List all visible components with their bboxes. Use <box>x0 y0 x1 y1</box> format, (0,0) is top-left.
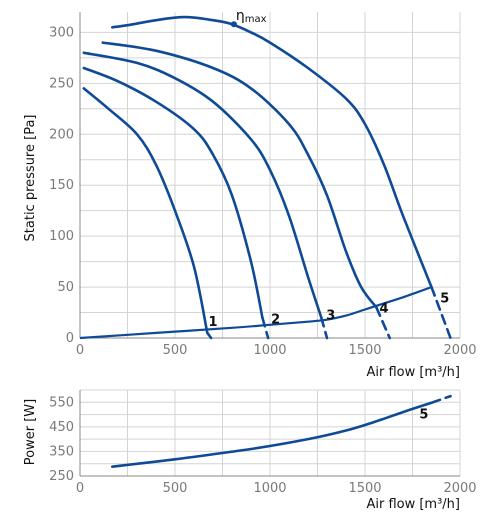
pressure-series <box>80 17 451 338</box>
x-tick-label: 0 <box>76 343 84 358</box>
curve-label-5: 5 <box>419 407 428 422</box>
y-tick-label: 150 <box>49 178 74 193</box>
x-tick-label: 0 <box>76 481 84 496</box>
x-tick-label: 500 <box>163 343 188 358</box>
curve-label-3: 3 <box>326 309 335 324</box>
y-tick-label: 550 <box>49 395 74 410</box>
x-tick-label: 1500 <box>348 481 381 496</box>
power-plot: 0 500 1000 1500 2000 250 350 450 550 5 Power [W… <box>23 390 477 512</box>
x-tick-label: 500 <box>163 481 188 496</box>
pressure-x-axis-label: Air flow [m³/h] <box>366 365 460 380</box>
series-dashed-2 <box>262 318 268 338</box>
y-tick-label: 300 <box>49 25 74 40</box>
x-tick-label: 1000 <box>253 481 286 496</box>
series-dashed-5 <box>432 396 451 403</box>
pressure-plot: 0 500 1000 1500 2000 0 50 100 150 200 250 300 1 2 3 4… <box>23 8 477 380</box>
series-line-4 <box>103 43 377 308</box>
pressure-y-axis-label: Static pressure [Pa] <box>23 115 38 242</box>
y-tick-label: 100 <box>49 229 74 244</box>
pressure-curve-labels: 1 2 3 4 5 <box>208 291 449 329</box>
curve-label-5: 5 <box>440 291 449 306</box>
series-line-5 <box>112 403 431 467</box>
x-tick-label: 1500 <box>348 343 381 358</box>
y-tick-label: 350 <box>49 444 74 459</box>
power-y-axis-label: Power [W] <box>23 399 38 465</box>
y-tick-label: 200 <box>49 127 74 142</box>
series-dashed-1 <box>207 333 211 338</box>
power-x-axis-label: Air flow [m³/h] <box>366 497 460 512</box>
pressure-x-ticks: 0 500 1000 1500 2000 <box>76 343 477 358</box>
curve-label-2: 2 <box>271 313 280 328</box>
pressure-grid <box>80 12 460 338</box>
max-efficiency-label: ηmax <box>236 8 267 25</box>
x-tick-label: 2000 <box>443 481 476 496</box>
eta-symbol: η <box>236 8 245 24</box>
x-tick-label: 1000 <box>253 343 286 358</box>
power-series <box>112 396 450 467</box>
power-x-ticks: 0 500 1000 1500 2000 <box>76 481 477 496</box>
pressure-y-ticks: 0 50 100 150 200 250 300 <box>49 25 74 346</box>
efficiency-annotation: ηmax <box>231 8 267 27</box>
y-tick-label: 250 <box>49 76 74 91</box>
power-y-ticks: 250 350 450 550 <box>49 395 74 484</box>
curve-label-1: 1 <box>208 315 217 330</box>
y-tick-label: 50 <box>57 280 74 295</box>
series-line-2 <box>84 68 263 318</box>
power-curve-labels: 5 <box>419 407 428 422</box>
x-tick-label: 2000 <box>443 343 476 358</box>
y-tick-label: 450 <box>49 420 74 435</box>
y-tick-label: 0 <box>66 331 74 346</box>
y-tick-label: 250 <box>49 469 74 484</box>
eta-subscript: max <box>245 14 267 25</box>
curve-label-4: 4 <box>379 302 388 317</box>
